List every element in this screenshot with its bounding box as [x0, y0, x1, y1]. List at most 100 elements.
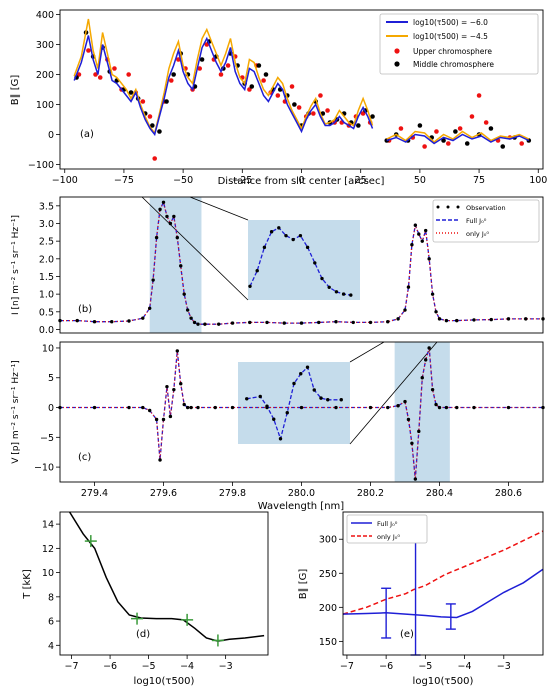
- x-tick-label: 280.2: [357, 488, 384, 499]
- y-tick-label: −100: [28, 160, 54, 171]
- observation-point: [396, 404, 400, 408]
- middle-chromosphere-point: [128, 90, 134, 95]
- x-tick-label: 25: [355, 175, 367, 186]
- panel-d-xlabel: log10(τ500): [134, 676, 195, 687]
- observation-point: [172, 214, 176, 219]
- middle-chromosphere-point: [249, 84, 255, 89]
- full-j00-line: [342, 568, 544, 619]
- observation-point: [148, 306, 152, 310]
- observation-point: [506, 405, 511, 410]
- upper-chromosphere-point: [289, 84, 295, 89]
- inset-observation-point: [292, 381, 296, 386]
- panel-e-frame: [342, 511, 544, 656]
- x-tick-label: −5: [418, 661, 432, 672]
- upper-chromosphere-point: [152, 156, 158, 161]
- observation-point: [265, 405, 269, 410]
- panel-d-ylabel: T [kK]: [22, 569, 33, 600]
- observation-point: [368, 320, 373, 325]
- observation-point: [406, 417, 411, 422]
- observation-point: [168, 414, 173, 419]
- inset-observation-point: [291, 237, 295, 242]
- observation-point: [437, 405, 442, 410]
- panel-b-plot: [58, 200, 545, 326]
- observation-point: [430, 387, 435, 392]
- x-tick-label: −25: [232, 175, 252, 186]
- middle-chromosphere-point: [164, 99, 169, 104]
- upper-chromosphere-point: [296, 105, 302, 110]
- observation-point: [217, 322, 221, 326]
- legend-dot-black: [394, 61, 400, 67]
- y-tick-label: 0.0: [39, 325, 54, 336]
- inset-observation-point: [298, 233, 303, 238]
- observation-point: [248, 320, 252, 325]
- panel-e-xlabel: log10(τ500): [413, 676, 474, 687]
- legend-e-full: Full J₀⁰: [377, 520, 398, 528]
- observation-point: [472, 405, 476, 410]
- inset-observation-point: [313, 261, 317, 265]
- middle-chromosphere-point: [171, 72, 176, 77]
- y-tick-label: 0.5: [39, 307, 54, 318]
- observation-point: [196, 322, 200, 326]
- observation-point: [196, 405, 200, 410]
- panel-b-label: (b): [78, 304, 92, 315]
- x-tick-label: −100: [52, 175, 78, 186]
- upper-chromosphere-point: [325, 108, 330, 113]
- upper-chromosphere-point: [225, 63, 231, 68]
- observation-point: [168, 221, 173, 226]
- upper-chromosphere-point: [476, 93, 482, 98]
- panel-a-label: (a): [80, 129, 94, 140]
- observation-point: [317, 320, 321, 325]
- inset-observation-point: [339, 398, 343, 402]
- only-j00-line: [342, 530, 544, 615]
- panel-c: −10 −5 0 5 10 279.4 279.6 279.8 280.0 280.2 280.4 2…: [11, 341, 545, 512]
- upper-chromosphere-point: [261, 78, 266, 83]
- inset-observation-point: [272, 417, 276, 421]
- y-tick-label: 3.5: [39, 201, 54, 212]
- middle-chromosphere-point: [370, 114, 375, 119]
- legend-label-tau60: log10(τ500) = −6.0: [413, 18, 488, 27]
- inset-full-line: [249, 226, 351, 296]
- panel-e-legend: Full J₀⁰ only J₀⁰: [346, 514, 428, 544]
- x-tick-label: 279.4: [81, 488, 108, 499]
- y-tick-label: 8: [48, 592, 54, 603]
- x-tick-label: −75: [114, 175, 134, 186]
- observation-point: [158, 207, 162, 212]
- panel-c-plot: [58, 346, 545, 481]
- y-tick-label: 0: [48, 403, 54, 414]
- observation-point: [413, 223, 418, 227]
- observation-point: [185, 308, 190, 312]
- observation-point: [92, 319, 97, 324]
- y-tick-label: 200: [36, 70, 54, 81]
- panel-c-ylabel: V [p] m⁻² s⁻¹ sr⁻¹ Hz⁻¹]: [11, 360, 21, 463]
- panel-e-ticks: 150 200 250 300 −7 −6 −5 −4 −3: [319, 535, 511, 672]
- x-tick-label: −4: [180, 661, 194, 672]
- observation-point: [420, 376, 424, 380]
- legend-label-upper: Upper chromosphere: [413, 47, 492, 56]
- x-tick-label: −3: [219, 661, 233, 672]
- observation-point: [455, 405, 459, 410]
- upper-chromosphere-point: [168, 78, 174, 83]
- observation-point: [189, 405, 193, 410]
- observation-point: [179, 382, 183, 386]
- panel-e-label: (e): [400, 629, 414, 640]
- y-tick-label: 100: [36, 100, 54, 111]
- observation-point: [110, 319, 114, 324]
- legend-label-tau45: log10(τ500) = −4.5: [413, 32, 488, 41]
- x-tick-label: −5: [142, 661, 156, 672]
- upper-chromosphere-point: [519, 141, 524, 146]
- observation-point: [424, 358, 428, 362]
- inset-observation-point: [349, 293, 353, 297]
- highlight-band: [394, 342, 450, 482]
- y-tick-label: 250: [319, 569, 337, 580]
- y-tick-label: 3.0: [39, 219, 54, 230]
- y-tick-label: 300: [319, 535, 337, 546]
- upper-chromosphere-point: [112, 66, 117, 71]
- x-tick-label: 280.6: [495, 488, 522, 499]
- observation-point: [430, 292, 435, 296]
- observation-point: [396, 317, 400, 321]
- observation-point: [368, 405, 373, 410]
- inset-observation-point: [258, 394, 262, 399]
- inset-connector-2: [189, 196, 249, 221]
- observation-point: [403, 399, 407, 404]
- y-tick-label: 300: [36, 40, 54, 51]
